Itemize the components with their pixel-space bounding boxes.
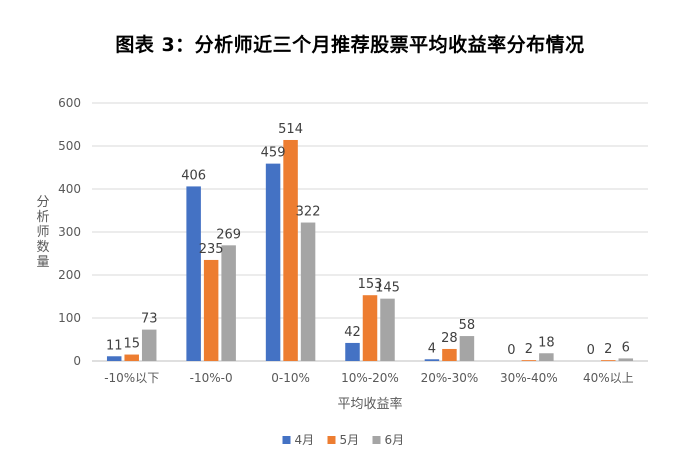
data-label: 28 [441,331,458,346]
legend-label: 6月 [385,433,405,447]
bars [106,139,634,361]
data-label: 2 [604,342,612,357]
x-tick-label: 10%-20% [341,371,399,385]
y-tick-label: 0 [73,354,81,368]
data-label: 514 [278,122,303,137]
data-label: 322 [296,205,321,220]
bar [186,186,201,361]
bar [203,259,219,361]
data-label: 18 [538,335,555,350]
bar [265,163,281,361]
bar [345,342,360,361]
data-label: 11 [106,338,123,353]
legend-swatch [327,436,336,444]
bar [124,354,139,361]
y-axis-title: 分析师数量 [36,195,49,270]
x-tick-label: 40%以上 [583,371,634,385]
y-tick-label: 300 [58,225,81,239]
bar [618,358,634,361]
bar [300,222,316,361]
bar [380,298,395,361]
bar [283,139,298,361]
x-tick-label: 30%-40% [500,371,558,385]
bar [141,329,157,361]
bar [539,353,554,361]
y-axis-tick-labels: 0 100 200 300 400 500 600 [58,96,81,368]
bar [601,360,616,361]
data-label: 42 [344,325,361,340]
chart-title: 图表 3：分析师近三个月推荐股票平均收益率分布情况 [115,34,585,56]
data-label: 73 [141,312,158,327]
data-label: 235 [199,242,224,257]
legend: 4月 5月 6月 [282,433,405,447]
x-axis-title: 平均收益率 [337,396,402,412]
legend-label: 4月 [295,433,315,447]
y-tick-label: 200 [58,268,81,282]
data-label: 406 [181,168,206,183]
y-tick-label: 600 [58,96,81,110]
data-label: 145 [375,281,400,296]
bar [362,295,378,361]
x-tick-label: -10%-0 [190,371,233,385]
data-label: 459 [261,146,286,161]
bar [424,359,440,361]
data-label: 0 [507,343,515,358]
data-label: 0 [587,343,595,358]
data-label: 58 [459,318,476,333]
y-tick-label: 100 [58,311,81,325]
legend-label: 5月 [340,433,360,447]
x-tick-label: 20%-30% [421,371,479,385]
data-label: 15 [123,337,140,352]
y-tick-label: 400 [58,182,81,196]
y-tick-label: 500 [58,139,81,153]
data-label: 153 [358,277,383,292]
bar [106,356,122,361]
x-tick-label: -10%以下 [104,371,159,385]
x-axis-tick-labels: -10%以下 -10%-0 0-10% 10%-20% 20%-30% 30%-40% 40… [104,371,633,385]
data-label: 6 [622,340,630,355]
x-tick-label: 0-10% [271,371,310,385]
data-label: 269 [216,227,241,242]
legend-swatch [282,436,291,444]
bar [521,360,537,361]
data-label: 2 [525,342,533,357]
legend-swatch [372,436,381,444]
bar [221,245,236,361]
bar [459,336,475,361]
data-label: 4 [428,341,436,356]
bar [442,348,457,361]
